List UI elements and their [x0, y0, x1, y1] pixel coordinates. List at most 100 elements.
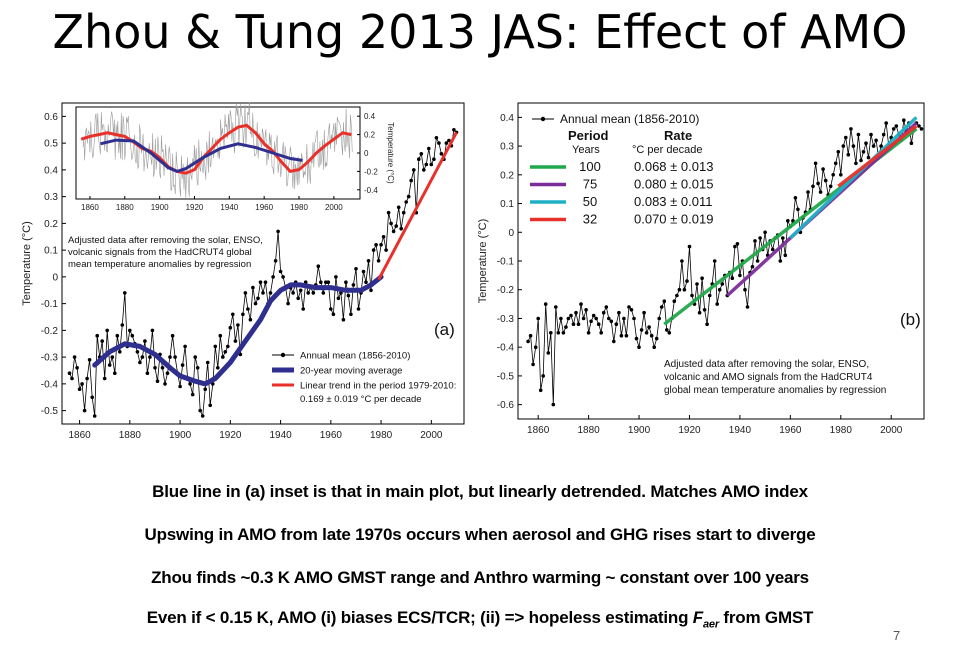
chart-a-annual-mean-point — [281, 275, 285, 279]
chart-b-annual-mean-point — [755, 259, 760, 263]
chart-b-annual-mean-point — [566, 316, 571, 321]
chart-b-y-tick-label: -0.5 — [497, 371, 515, 382]
chart-b-annual-mean-point — [624, 333, 629, 338]
chart-a-annual-mean-point — [95, 333, 99, 338]
chart-b-annual-mean-point — [680, 259, 684, 263]
chart-b-annual-mean-point — [667, 331, 672, 335]
chart-b-annual-mean-point — [828, 184, 833, 189]
bullet-4-sub: aer — [702, 618, 719, 631]
chart-b-annual-mean-point — [581, 316, 586, 321]
chart-b-annual-mean-point — [644, 331, 649, 335]
bullet-4: Even if < 0.15 K, AMO (i) biases ECS/TCR… — [0, 608, 960, 630]
chart-a-y-tick-label: 0 — [52, 272, 58, 283]
chart-a-annual-mean-point — [82, 408, 87, 413]
chart-a-annual-mean-point — [231, 312, 235, 317]
chart-b-annual-mean-point — [639, 328, 644, 332]
chart-b-annual-mean-point — [697, 310, 702, 315]
chart-a-annual-mean-point — [331, 312, 336, 317]
chart-b-annual-mean-point — [657, 316, 661, 321]
chart-b-annual-mean-point — [786, 219, 790, 223]
chart-a-x-tick-label: 1960 — [320, 430, 343, 440]
chart-a-annual-mean-point — [351, 283, 356, 287]
chart-b-annual-mean-point — [634, 336, 639, 341]
chart-b-y-tick-label: -0.6 — [497, 400, 515, 411]
chart-a-annual-mean-point — [213, 344, 218, 349]
chart-a-annual-mean-point — [236, 323, 240, 327]
chart-a-annual-mean-point — [296, 296, 301, 301]
chart-a-annual-mean-point — [256, 296, 260, 301]
chart-b-x-tick-label: 1860 — [527, 425, 550, 436]
chart-b-annual-mean-point — [612, 339, 616, 344]
chart-a-inset-x-tick-label: 1960 — [255, 203, 273, 212]
chart-a-annual-mean-point — [406, 194, 411, 199]
chart-a-annual-mean-point — [253, 301, 258, 306]
chart-b-annual-mean-point — [881, 132, 886, 137]
chart-b-annual-mean-point — [632, 316, 636, 321]
chart-a-annual-mean-point — [150, 328, 155, 333]
chart-b-annotation-line: Adjusted data after removing the solar, … — [664, 359, 869, 370]
chart-a-annual-mean-point — [193, 355, 197, 359]
chart-b-trend-line-50 — [789, 116, 918, 240]
chart-b-annual-mean-point — [745, 305, 750, 309]
chart-b-annual-mean-point — [599, 331, 603, 335]
chart-a-legend-label-trend: Linear trend in the period 1979-2010: — [300, 381, 456, 392]
chart-b-annual-mean-point — [884, 121, 888, 125]
chart-a-annual-mean-point — [306, 291, 311, 295]
chart-a-legend-label-trend-rate: 0.169 ± 0.019 °C per decade — [300, 394, 422, 405]
chart-b-x-tick-label: 2000 — [880, 425, 903, 436]
chart-a-annual-mean-point — [123, 291, 127, 295]
chart-a-annual-mean-point — [115, 333, 120, 338]
chart-b-annual-mean-point — [609, 319, 614, 324]
chart-b-annual-mean-point — [594, 316, 598, 321]
chart-a-inset-x-tick-label: 1920 — [186, 203, 204, 212]
chart-b-annual-mean-point — [823, 178, 828, 183]
chart-a-annual-mean-point — [221, 355, 225, 359]
bullet-1: Blue line in (a) inset is that in main p… — [152, 482, 808, 501]
chart-b-annual-mean-point — [685, 279, 689, 283]
chart-b-panel-label: (b) — [900, 310, 921, 329]
chart-a-annual-mean-point — [344, 280, 348, 284]
chart-b-y-tick-label: 0 — [508, 228, 514, 239]
chart-b-y-tick-label: 0.4 — [500, 113, 514, 124]
chart-b-legend-period-32: 32 — [583, 212, 597, 227]
chart-a-annual-mean-point — [223, 350, 228, 354]
chart-b-annual-mean-point — [869, 132, 873, 137]
chart-b-annual-mean-point — [813, 161, 818, 166]
chart-a-y-axis-label: Temperature (°C) — [21, 221, 33, 305]
chart-b-annual-mean-point — [654, 336, 659, 341]
chart-a-annual-mean-point — [110, 355, 115, 359]
chart-b-x-tick-label: 1900 — [628, 425, 651, 436]
chart-a-y-tick-label: 0.2 — [44, 219, 58, 230]
chart-b-annual-mean-point — [601, 310, 606, 315]
chart-a-legend-label-annual: Annual mean (1856-2010) — [300, 351, 410, 362]
chart-a-annual-mean-point — [155, 379, 160, 384]
chart-b-annual-mean-point — [879, 144, 883, 148]
chart-a-annual-mean-point — [138, 360, 142, 365]
chart-a-trend-line — [377, 131, 458, 281]
chart-a-annual-mean-point — [271, 275, 275, 279]
slide-title: Zhou & Tung 2013 JAS: Effect of AMO — [52, 5, 908, 59]
chart-a-annual-mean-point — [180, 363, 185, 367]
chart-b-legend-header-rate-unit: °C per decade — [632, 144, 702, 156]
chart-a-annual-mean-point — [226, 344, 230, 349]
chart-a-annual-mean-point — [422, 168, 426, 172]
chart-a-annual-mean-point — [273, 259, 278, 263]
chart-a-x-tick-label: 2000 — [420, 430, 443, 440]
chart-b-annual-mean-point — [554, 305, 558, 309]
chart-a-annual-mean-point — [195, 366, 200, 370]
chart-a-annual-mean-point — [427, 146, 431, 151]
chart-b-annual-mean-point — [750, 264, 755, 269]
chart-b-annual-mean-point — [649, 333, 654, 338]
chart-a-annual-mean-point — [173, 355, 177, 359]
chart-b-annual-mean-point — [652, 345, 656, 349]
chart-a-annual-mean-point — [447, 138, 451, 143]
chart-a-annual-mean-point — [319, 280, 323, 284]
bullet-3: Zhou finds ~0.3 K AMO GMST range and Ant… — [151, 568, 809, 587]
chart-a-annual-mean-point — [301, 307, 306, 311]
chart-a-annual-mean-point — [128, 328, 132, 333]
chart-b-legend-header-period: Period — [568, 128, 609, 143]
chart-b-annual-mean-point — [902, 118, 906, 122]
chart-a-annual-mean-point — [85, 376, 89, 381]
chart-b-annual-mean-point — [753, 239, 757, 243]
chart-a-y-tick-label: 0.6 — [44, 112, 58, 123]
